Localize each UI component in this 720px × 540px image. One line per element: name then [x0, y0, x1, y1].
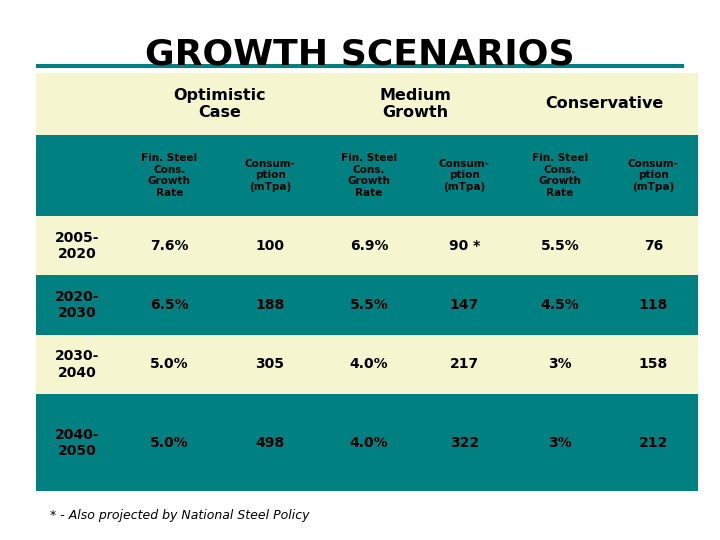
Text: Consum-
ption
(mTpa): Consum- ption (mTpa)	[245, 159, 295, 192]
Text: 5.5%: 5.5%	[541, 239, 579, 253]
Text: 4.5%: 4.5%	[541, 298, 579, 312]
Text: Fin. Steel
Cons.
Growth
Rate: Fin. Steel Cons. Growth Rate	[532, 153, 588, 198]
Text: 188: 188	[256, 298, 284, 312]
Text: 217: 217	[450, 357, 479, 372]
Text: 5.0%: 5.0%	[150, 357, 189, 372]
Text: 212: 212	[639, 436, 668, 450]
Text: 147: 147	[450, 298, 479, 312]
Text: Optimistic
Case: Optimistic Case	[174, 87, 266, 120]
Text: 90 *: 90 *	[449, 239, 480, 253]
Text: Consum-
ption
(mTpa): Consum- ption (mTpa)	[628, 159, 679, 192]
Text: 158: 158	[639, 357, 668, 372]
Text: 76: 76	[644, 239, 663, 253]
Text: * - Also projected by National Steel Policy: * - Also projected by National Steel Pol…	[50, 509, 310, 522]
Text: 2020-
2030: 2020- 2030	[55, 290, 99, 320]
Text: Consum-
ption
(mTpa): Consum- ption (mTpa)	[439, 159, 490, 192]
Text: 498: 498	[256, 436, 284, 450]
Text: GROWTH SCENARIOS: GROWTH SCENARIOS	[145, 38, 575, 72]
Text: 100: 100	[256, 239, 284, 253]
Text: 5.5%: 5.5%	[350, 298, 388, 312]
Text: 3%: 3%	[548, 436, 572, 450]
Text: 2005-
2020: 2005- 2020	[55, 231, 99, 261]
Text: 2040-
2050: 2040- 2050	[55, 428, 99, 458]
Text: 4.0%: 4.0%	[350, 436, 388, 450]
Text: Fin. Steel
Cons.
Growth
Rate: Fin. Steel Cons. Growth Rate	[341, 153, 397, 198]
Text: 7.6%: 7.6%	[150, 239, 189, 253]
Text: 118: 118	[639, 298, 668, 312]
Text: Medium
Growth: Medium Growth	[380, 87, 451, 120]
Text: 3%: 3%	[548, 357, 572, 372]
Text: 305: 305	[256, 357, 284, 372]
Text: 6.5%: 6.5%	[150, 298, 189, 312]
Text: 5.0%: 5.0%	[150, 436, 189, 450]
Text: Fin. Steel
Cons.
Growth
Rate: Fin. Steel Cons. Growth Rate	[141, 153, 197, 198]
Text: 2030-
2040: 2030- 2040	[55, 349, 99, 380]
Text: 6.9%: 6.9%	[350, 239, 388, 253]
Text: 322: 322	[450, 436, 479, 450]
Text: 4.0%: 4.0%	[350, 357, 388, 372]
Text: Conservative: Conservative	[546, 97, 664, 111]
